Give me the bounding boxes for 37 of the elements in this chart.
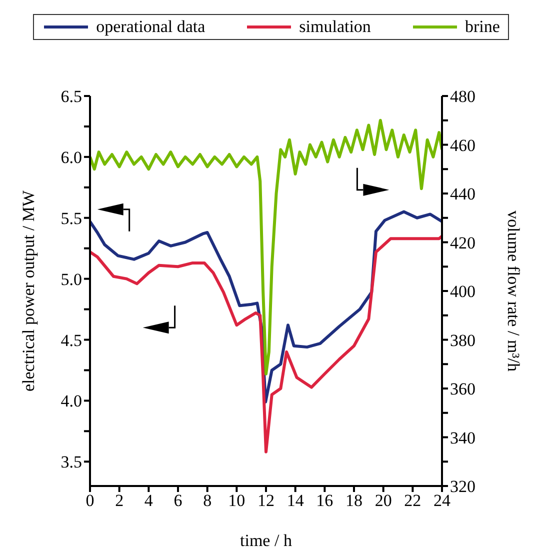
y-tick-label: 4.0 [60, 392, 82, 411]
x-tick-label: 6 [174, 491, 182, 510]
y2-tick-label: 420 [450, 233, 476, 252]
line-series [90, 118, 442, 376]
line-series [90, 234, 442, 454]
x-tick-label: 8 [203, 491, 212, 510]
y2-tick-label: 400 [450, 282, 476, 302]
x-tick-label: 0 [86, 491, 94, 510]
y-tick-label: 4.5 [60, 330, 82, 350]
x-tick-label: 10 [228, 491, 246, 510]
y2-tick-label: 320 [450, 477, 476, 496]
x-tick-label: 24 [434, 491, 451, 510]
legend-label: operational data [96, 17, 206, 37]
legend-label: brine [464, 17, 500, 37]
x-tick-label: 2 [115, 491, 124, 510]
x-tick-label: 22 [404, 491, 422, 510]
y2-tick-label: 440 [450, 184, 476, 204]
y-axis-title: electrical power output / MW [19, 190, 38, 392]
y-tick-label: 3.5 [60, 452, 82, 472]
x-tick-label: 4 [144, 491, 154, 510]
y-tick-label: 6.0 [60, 148, 82, 167]
y2-tick-label: 460 [450, 136, 476, 155]
y-tick-label: 5.0 [60, 270, 82, 289]
y-tick-label: 6.5 [60, 87, 82, 106]
y2-tick-label: 360 [450, 380, 476, 399]
y2-tick-label: 340 [450, 428, 476, 448]
y2-tick-label: 380 [450, 330, 476, 350]
y-tick-label: 5.5 [60, 208, 82, 228]
x-tick-label: 20 [374, 491, 392, 510]
x-axis-title: time / h [240, 531, 292, 550]
y2-tick-label: 480 [450, 87, 476, 106]
x-tick-label: 14 [286, 491, 304, 510]
legend-label: simulation [299, 17, 371, 37]
x-tick-label: 18 [346, 491, 362, 510]
x-tick-label: 16 [316, 491, 334, 510]
y2-axis-title: volume flow rate / m³/h [504, 210, 523, 372]
x-tick-label: 12 [258, 491, 274, 510]
